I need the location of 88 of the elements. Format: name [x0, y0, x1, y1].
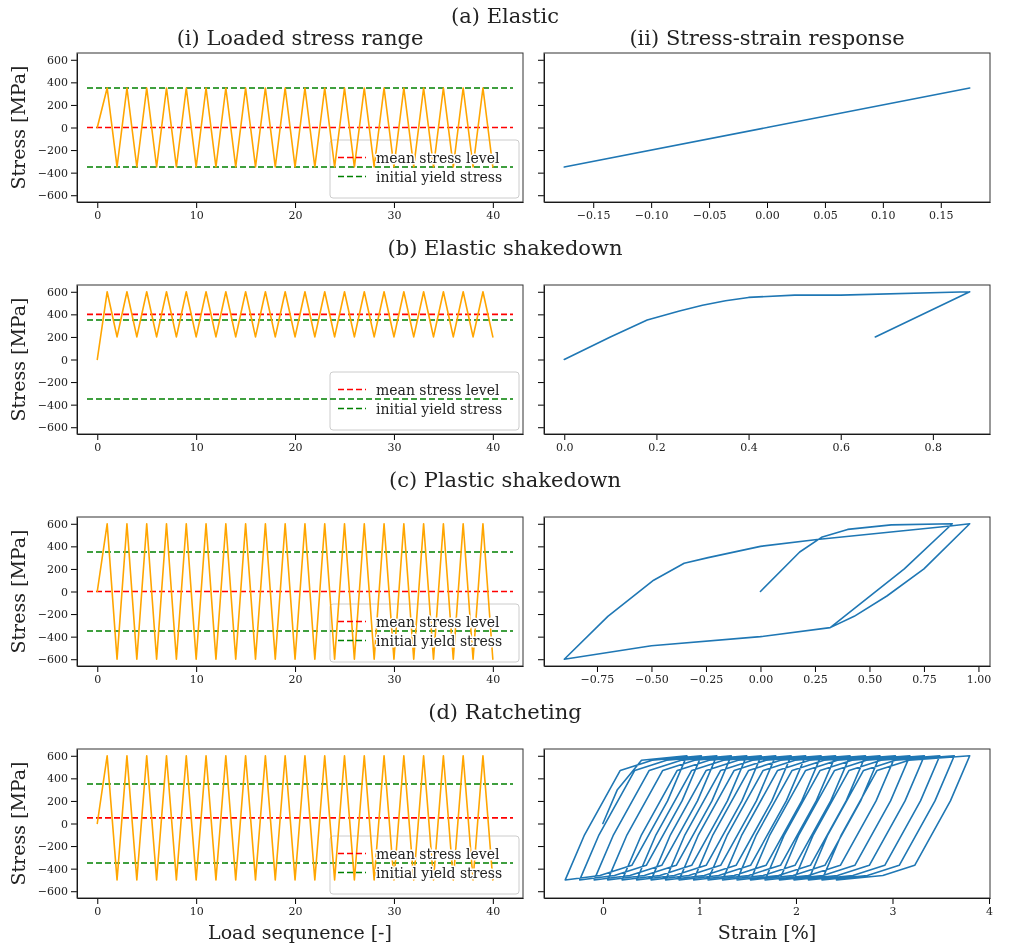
y-tick-label: 400	[47, 540, 68, 554]
x-tick-label: −0.15	[576, 208, 611, 222]
y-tick-label: −600	[37, 189, 68, 203]
x-tick-label: 0	[94, 208, 102, 222]
x-axis-title: Load sequnence [-]	[208, 921, 392, 943]
y-tick-label: −200	[37, 840, 68, 854]
x-tick-label: 0.00	[755, 208, 780, 222]
x-tick-label: 20	[288, 208, 303, 222]
x-tick-label: 0.05	[813, 208, 838, 222]
x-tick-label: 2	[792, 904, 800, 918]
y-tick-label: 200	[47, 98, 68, 112]
x-tick-label: 0	[94, 672, 102, 686]
legend-label: initial yield stress	[376, 400, 503, 417]
y-tick-label: −200	[37, 144, 68, 158]
y-tick-label: 600	[47, 749, 68, 763]
x-tick-label: 20	[288, 672, 303, 686]
x-tick-label: 10	[189, 672, 204, 686]
legend-label: mean stress level	[376, 381, 500, 398]
x-tick-label: −0.05	[692, 208, 727, 222]
x-tick-label: 0.8	[924, 440, 943, 454]
x-tick-label: 1.00	[966, 672, 992, 686]
x-tick-label: −0.10	[634, 208, 669, 222]
x-tick-label: 40	[486, 440, 501, 454]
x-tick-label: 0.25	[803, 672, 828, 686]
y-tick-label: 600	[47, 517, 68, 531]
x-tick-label: 30	[387, 672, 402, 686]
x-axis-title: Strain [%]	[717, 921, 817, 943]
y-tick-label: 600	[47, 285, 68, 299]
y-tick-label: 400	[47, 76, 68, 90]
x-tick-label: 30	[387, 904, 402, 918]
y-tick-label: 200	[47, 562, 68, 576]
x-tick-label: −0.50	[635, 672, 669, 686]
x-tick-label: 0.50	[857, 672, 883, 686]
chart-subtitle: (ii) Stress-strain response	[629, 26, 905, 50]
x-tick-label: 0	[94, 440, 102, 454]
y-tick-label: 0	[61, 121, 68, 135]
y-axis-title: Stress [MPa]	[7, 761, 29, 886]
x-tick-label: 20	[288, 440, 303, 454]
x-tick-label: 0.4	[740, 440, 758, 454]
x-tick-label: 20	[288, 904, 303, 918]
x-tick-label: 10	[189, 440, 204, 454]
y-tick-label: −400	[37, 398, 68, 412]
chart-subtitle: (i) Loaded stress range	[176, 26, 424, 50]
x-tick-label: 10	[189, 208, 204, 222]
chart-title: (d) Ratcheting	[428, 700, 582, 724]
y-tick-label: −600	[37, 421, 68, 435]
x-tick-label: 10	[189, 904, 204, 918]
x-tick-label: −0.75	[580, 672, 615, 686]
x-tick-label: 0.0	[556, 440, 574, 454]
x-tick-label: 30	[387, 440, 402, 454]
x-tick-label: 0.75	[912, 672, 937, 686]
y-tick-label: 400	[47, 308, 68, 322]
y-axis-title: Stress [MPa]	[7, 65, 29, 190]
y-tick-label: −400	[37, 630, 68, 644]
y-axis-title: Stress [MPa]	[7, 297, 29, 422]
x-tick-label: 40	[486, 904, 501, 918]
legend-label: initial yield stress	[376, 168, 503, 185]
x-tick-label: 0.10	[871, 208, 896, 222]
y-tick-label: 0	[61, 817, 68, 831]
y-tick-label: 400	[47, 772, 68, 786]
y-tick-label: −600	[37, 653, 68, 667]
y-tick-label: 200	[47, 794, 68, 808]
y-axis-title: Stress [MPa]	[7, 529, 29, 654]
y-tick-label: 0	[61, 353, 68, 367]
y-tick-label: −600	[37, 885, 68, 899]
x-tick-label: 0.15	[929, 208, 954, 222]
y-tick-label: 600	[47, 53, 68, 67]
y-tick-label: −200	[37, 608, 68, 622]
x-tick-label: 0.2	[648, 440, 666, 454]
x-tick-label: 0.00	[748, 672, 774, 686]
y-tick-label: −200	[37, 376, 68, 390]
x-tick-label: 1	[696, 904, 704, 918]
chart-title: (c) Plastic shakedown	[388, 468, 622, 492]
x-tick-label: 0	[599, 904, 607, 918]
x-tick-label: 40	[486, 672, 501, 686]
y-tick-label: 0	[61, 585, 68, 599]
x-tick-label: 3	[889, 904, 897, 918]
y-tick-label: −400	[37, 166, 68, 180]
y-tick-label: −400	[37, 862, 68, 876]
y-tick-label: 200	[47, 330, 68, 344]
x-tick-label: 40	[486, 208, 501, 222]
x-tick-label: 0	[94, 904, 102, 918]
x-tick-label: 4	[986, 904, 994, 918]
chart-title: (a) Elastic	[451, 4, 559, 28]
x-tick-label: 30	[387, 208, 402, 222]
x-tick-label: −0.25	[689, 672, 724, 686]
x-tick-label: 0.6	[832, 440, 850, 454]
chart-title: (b) Elastic shakedown	[387, 236, 623, 260]
